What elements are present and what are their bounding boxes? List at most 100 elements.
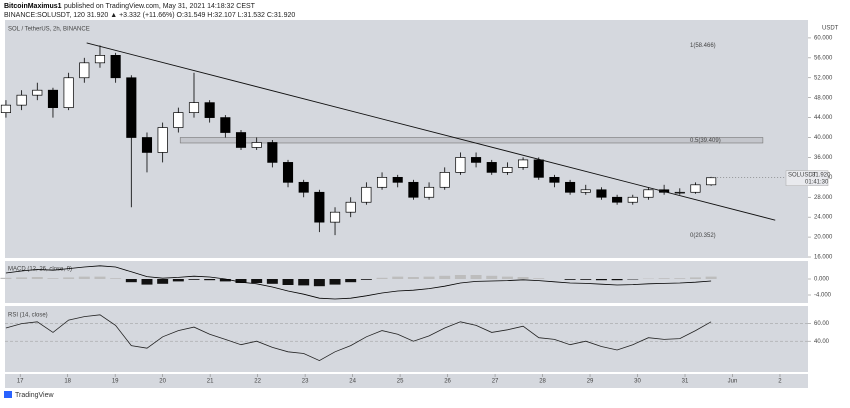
candle-body: [236, 133, 245, 148]
fib-label: 0(20.352): [690, 233, 716, 239]
histogram-bar: [455, 275, 466, 279]
y-tick-label: 60.000: [814, 36, 833, 42]
candle-body: [440, 172, 449, 187]
x-tick-label: 17: [17, 379, 24, 385]
y-tick-label: 40.00: [814, 339, 830, 345]
candle-body: [409, 182, 418, 197]
candle-body: [268, 142, 277, 162]
chart-title: SOL / TetherUS, 2h, BINANCE: [8, 27, 90, 33]
histogram-bar: [612, 279, 623, 280]
candle-body: [299, 182, 308, 192]
price-tag-countdown: 01:41:30: [805, 179, 829, 185]
candle-body: [1, 105, 10, 112]
y-tick-label: 60.00: [814, 321, 830, 327]
candle-body: [17, 95, 26, 105]
y-tick-label: 40.000: [814, 135, 833, 141]
candle-body: [581, 190, 590, 192]
histogram-bar: [674, 278, 685, 279]
candle-body: [534, 160, 543, 177]
histogram-bar: [486, 276, 497, 279]
candle-body: [612, 197, 621, 202]
histogram-bar: [659, 278, 670, 279]
candle-body: [111, 55, 120, 77]
x-tick-label: 27: [492, 379, 499, 385]
rsi-title: RSI (14, close): [8, 313, 48, 319]
x-tick-label: 21: [207, 379, 214, 385]
histogram-bar: [596, 279, 607, 280]
x-tick-label: 23: [302, 379, 309, 385]
macd-panel: [5, 261, 808, 303]
x-tick-label: 30: [634, 379, 641, 385]
histogram-bar: [330, 279, 341, 285]
price-tag-price: 31.920: [812, 172, 831, 178]
x-tick-label: 22: [254, 379, 261, 385]
candle-body: [283, 162, 292, 182]
y-tick-label: 36.000: [814, 155, 833, 161]
x-tick-label: 26: [444, 379, 451, 385]
x-tick-label: 19: [112, 379, 119, 385]
histogram-bar: [345, 279, 356, 282]
candle-body: [644, 190, 653, 197]
histogram-bar: [471, 275, 482, 279]
histogram-bar: [63, 277, 74, 279]
x-tick-label: 29: [587, 379, 594, 385]
histogram-bar: [361, 279, 372, 280]
histogram-bar: [16, 277, 27, 279]
candle-body: [471, 157, 480, 162]
histogram-bar: [314, 279, 325, 286]
candle-body: [158, 128, 167, 153]
histogram-bar: [392, 277, 403, 279]
histogram-bar: [283, 279, 294, 285]
histogram-bar: [126, 279, 137, 282]
histogram-bar: [204, 279, 215, 280]
candle-body: [518, 160, 527, 167]
logo: [4, 391, 12, 398]
histogram-bar: [32, 277, 43, 279]
candle-body: [315, 192, 324, 222]
candle-body: [362, 187, 371, 202]
y-tick-label: 20.000: [814, 235, 833, 241]
x-tick-label: 18: [64, 379, 71, 385]
candle-body: [252, 142, 261, 147]
y-tick-label: 16.000: [814, 255, 833, 261]
symbol-info: BINANCE:SOLUSDT, 120 31.920 ▲ +3.332 (+1…: [4, 12, 295, 19]
published: published on TradingView.com, May 31, 20…: [64, 3, 256, 10]
histogram-bar: [439, 276, 450, 279]
candle-body: [597, 190, 606, 197]
rsi-panel: [5, 306, 808, 372]
candle-body: [691, 185, 700, 192]
candle-body: [33, 90, 42, 95]
histogram-bar: [580, 279, 591, 280]
x-tick-label: 28: [539, 379, 546, 385]
histogram-bar: [298, 279, 309, 285]
candle-body: [221, 118, 230, 133]
candle-body: [127, 78, 136, 138]
y-tick-label: 56.000: [814, 55, 833, 61]
author: BitcoinMaximus1: [4, 3, 62, 10]
candle-body: [174, 113, 183, 128]
candle-body: [393, 177, 402, 182]
histogram-bar: [408, 277, 419, 279]
candle-body: [95, 55, 104, 62]
candle-body: [565, 182, 574, 192]
histogram-bar: [142, 279, 153, 285]
candle-body: [550, 177, 559, 182]
candle-body: [706, 178, 715, 185]
candle-body: [675, 192, 684, 193]
footer-brand: TradingView: [15, 392, 54, 399]
candle-body: [64, 78, 73, 108]
x-tick-label: 24: [349, 379, 356, 385]
candle-body: [377, 177, 386, 187]
x-tick-label: 31: [682, 379, 689, 385]
candle-body: [205, 103, 214, 118]
histogram-bar: [251, 279, 262, 283]
histogram-bar: [189, 279, 200, 280]
histogram-bar: [377, 278, 388, 279]
histogram-bar: [706, 277, 717, 279]
fib-label: 0.5(39.409): [690, 138, 721, 144]
candle-body: [189, 103, 198, 113]
y-axis-title: USDT: [822, 26, 839, 32]
histogram-bar: [47, 278, 58, 279]
histogram-bar: [79, 277, 90, 279]
candle-body: [48, 90, 57, 107]
